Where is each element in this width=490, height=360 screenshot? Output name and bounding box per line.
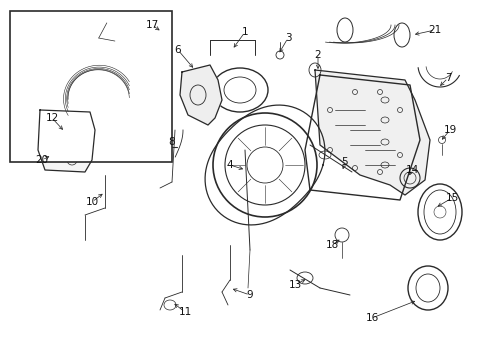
Text: 3: 3 <box>285 33 292 43</box>
Text: 21: 21 <box>428 25 441 35</box>
Polygon shape <box>180 65 222 125</box>
Text: 13: 13 <box>289 280 302 290</box>
Text: 20: 20 <box>35 155 49 165</box>
Text: 14: 14 <box>405 165 418 175</box>
Text: 18: 18 <box>325 240 339 250</box>
Text: 9: 9 <box>246 290 253 300</box>
Text: 4: 4 <box>227 160 233 170</box>
Text: 1: 1 <box>242 27 248 37</box>
Polygon shape <box>38 110 95 172</box>
Text: 2: 2 <box>315 50 321 60</box>
Bar <box>10 11 172 162</box>
Text: 7: 7 <box>445 73 451 83</box>
Polygon shape <box>315 70 430 195</box>
Text: 12: 12 <box>46 113 59 123</box>
Text: 15: 15 <box>445 193 459 203</box>
Text: 10: 10 <box>85 197 98 207</box>
Text: 16: 16 <box>366 313 379 323</box>
Text: 11: 11 <box>178 307 192 317</box>
Text: 6: 6 <box>175 45 181 55</box>
Text: 19: 19 <box>443 125 457 135</box>
Text: 8: 8 <box>169 137 175 147</box>
Text: 5: 5 <box>342 157 348 167</box>
Text: 17: 17 <box>146 20 159 30</box>
